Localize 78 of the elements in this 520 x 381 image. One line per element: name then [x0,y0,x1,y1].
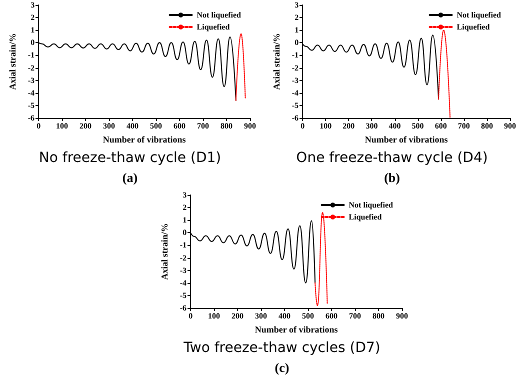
x-tick-label: 100 [208,312,220,320]
x-tick-label: 400 [278,312,291,320]
x-tick-label: 900 [396,312,408,320]
x-tick-label: 300 [103,122,116,130]
x-tick-label: 300 [255,312,268,320]
y-tick-label: 3 [30,0,35,10]
y-tick-label: -2 [28,63,35,72]
y-tick-label: 0 [294,38,299,48]
y-tick-label: -4 [180,278,187,288]
x-tick-label: 100 [320,122,332,130]
x-tick-label: 900 [504,122,516,130]
y-tick-label: 2 [182,203,187,212]
y-tick-label: 1 [294,26,299,35]
x-tick-label: 700 [458,122,470,130]
legend-label: Not liquefied [196,10,242,20]
y-tick-label: -5 [180,290,187,300]
x-tick-label: 0 [300,122,305,130]
y-tick-label: -4 [28,88,35,98]
y-tick-label: 3 [294,0,299,10]
y-tick-label: -1 [28,50,35,60]
y-tick-label: -6 [292,114,299,122]
y-tick-label: -2 [292,63,299,72]
y-tick-label: 0 [30,38,35,48]
x-tick-label: 700 [349,312,362,320]
x-tick-label: 0 [36,122,41,130]
y-tick-label: 1 [30,26,35,35]
x-tick-label: 200 [80,122,92,130]
x-tick-label: 100 [56,122,68,130]
x-tick-label: 0 [188,312,193,320]
y-tick-label: -5 [292,100,299,110]
y-tick-label: 3 [182,190,187,200]
x-tick-label: 800 [372,312,385,320]
x-tick-label: 500 [302,312,314,320]
y-tick-label: -5 [28,100,35,110]
y-tick-label: -1 [292,50,299,60]
x-axis-title: Number of vibrations [364,134,448,144]
x-tick-label: 400 [388,122,401,130]
y-tick-label: -6 [180,304,187,312]
x-tick-label: 400 [126,122,139,130]
y-axis-title: Axial strain/% [272,33,282,90]
y-tick-label: -6 [28,114,35,122]
y-axis-title: Axial strain/% [8,33,18,90]
x-axis-title: Number of vibrations [254,324,338,334]
legend-label: Not liquefied [348,200,394,210]
text: No freeze-thaw cycle (D1) [38,150,222,166]
x-tick-label: 600 [326,312,338,320]
legend-label: Liquefied [456,22,490,32]
y-tick-label: -3 [292,76,299,85]
text: One freeze-thaw cycle (D4) [296,150,488,166]
text: (b) [384,170,400,185]
x-tick-label: 800 [480,122,493,130]
y-tick-label: -3 [28,76,35,85]
x-axis-title: Number of vibrations [102,134,186,144]
y-tick-label: 2 [30,13,35,22]
x-tick-label: 600 [434,122,447,130]
x-tick-label: 200 [232,312,244,320]
y-tick-label: -1 [180,240,187,250]
legend-label: Liquefied [196,22,230,32]
x-tick-label: 500 [412,122,424,130]
y-tick-label: 0 [182,228,187,238]
x-tick-label: 500 [150,122,162,130]
x-tick-label: 900 [244,122,256,130]
y-tick-label: -4 [292,88,299,98]
y-tick-label: 2 [294,13,299,22]
y-axis-title: Axial strain/% [160,223,170,280]
y-tick-label: 1 [182,216,187,225]
y-tick-label: -3 [180,266,187,275]
y-tick-label: -2 [180,253,187,262]
x-tick-label: 700 [197,122,210,130]
x-tick-label: 600 [174,122,186,130]
text: (c) [274,360,290,375]
legend-label: Liquefied [348,212,382,222]
text: Two freeze-thaw cycles (D7) [182,340,380,356]
x-tick-label: 200 [342,122,355,130]
text: (a) [122,170,138,185]
x-tick-label: 800 [220,122,233,130]
legend-label: Not liquefied [456,10,502,20]
x-tick-label: 300 [366,122,378,130]
